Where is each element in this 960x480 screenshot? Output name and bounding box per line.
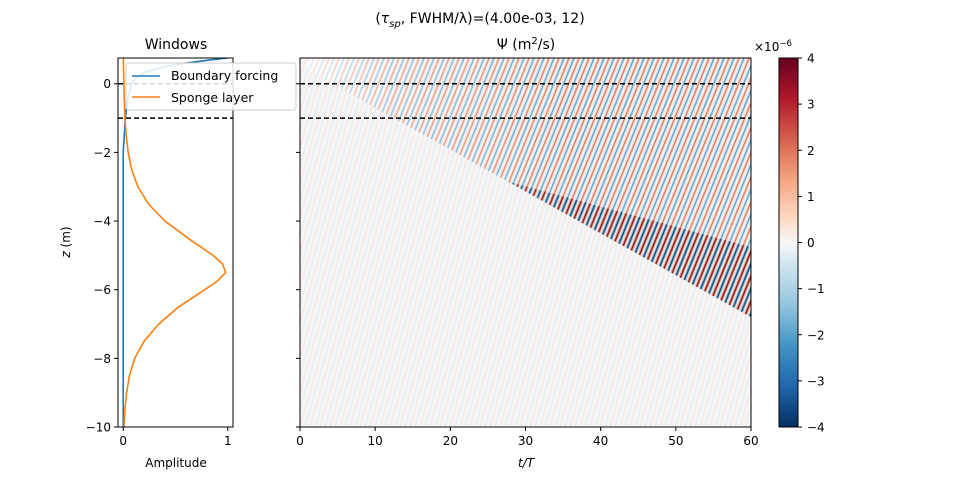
y-tick-label: −10	[86, 421, 111, 435]
legend-label-boundary-forcing: Boundary forcing	[171, 68, 278, 83]
psi-x-ticks: 0 10 20 30 40 50 60	[296, 427, 759, 448]
x-tick-label: 0	[119, 434, 127, 448]
psi-x-tick-label: 20	[443, 434, 458, 448]
psi-x-tick-label: 30	[518, 434, 533, 448]
windows-title: Windows	[145, 37, 208, 53]
y-tick-label: −2	[93, 146, 111, 160]
y-tick-label: 0	[103, 77, 111, 91]
y-tick-label: −8	[93, 352, 111, 366]
colorbar-tick-label: 0	[807, 236, 815, 250]
psi-panel: Ψ (m2/s) 0 10 20 30 40 50 60 t/T	[296, 36, 759, 470]
colorbar-tick-label: 1	[807, 190, 815, 204]
colorbar: −4 −3 −2 −1 0 1 2 3 4 ×10−6	[754, 39, 825, 435]
psi-x-tick-label: 10	[368, 434, 383, 448]
figure-suptitle: (τsp, FWHM/λ)=(4.00e-03, 12)	[375, 11, 584, 30]
colorbar-multiplier: ×10−6	[754, 39, 792, 54]
windows-axes-frame	[117, 57, 234, 428]
colorbar-gradient	[779, 58, 798, 427]
colorbar-tick-label: 2	[807, 144, 815, 158]
psi-xlabel: t/T	[518, 456, 536, 470]
colorbar-tick-label: −1	[807, 282, 825, 296]
series-line-sponge-layer	[122, 58, 227, 427]
legend-label-sponge-layer: Sponge layer	[171, 90, 254, 105]
psi-x-tick-label: 40	[593, 434, 608, 448]
windows-plot-area	[118, 58, 233, 427]
windows-legend: Boundary forcing Sponge layer	[125, 62, 297, 111]
windows-y-ticks: −10 −8 −6 −4 −2 0	[86, 77, 118, 435]
legend-box	[125, 62, 297, 111]
psi-x-tick-label: 60	[743, 434, 758, 448]
colorbar-tick-label: −2	[807, 328, 825, 342]
windows-ylabel: z (m)	[59, 226, 73, 258]
psi-x-tick-label: 0	[296, 434, 304, 448]
colorbar-tick-label: 4	[807, 52, 815, 66]
psi-y-ticks	[296, 83, 300, 428]
colorbar-tick-label: 3	[807, 98, 815, 112]
psi-x-tick-label: 50	[668, 434, 683, 448]
colorbar-tick-label: −3	[807, 374, 825, 388]
colorbar-ticks: −4 −3 −2 −1 0 1 2 3 4	[798, 52, 825, 435]
x-tick-label: 1	[224, 434, 232, 448]
psi-heatmap	[300, 58, 751, 427]
y-tick-label: −6	[93, 283, 111, 297]
windows-xlabel: Amplitude	[145, 456, 207, 470]
colorbar-tick-label: −4	[807, 421, 825, 435]
y-tick-label: −4	[93, 215, 111, 229]
psi-hlines	[300, 82, 751, 119]
psi-title: Ψ (m2/s)	[497, 36, 555, 53]
